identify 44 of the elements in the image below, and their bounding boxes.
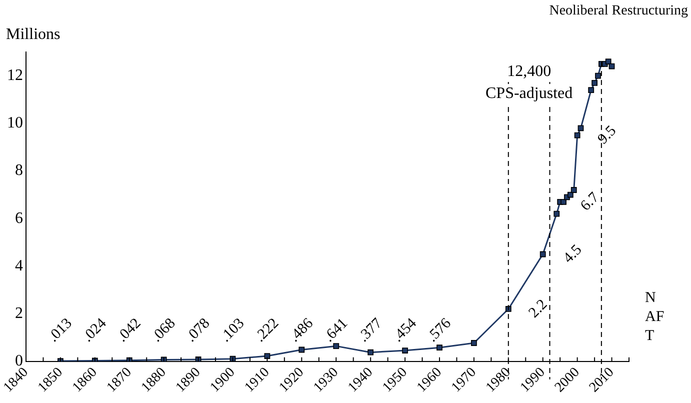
point [560, 198, 566, 205]
data-label: .013 [45, 315, 76, 346]
y-tick-label: 12 [7, 66, 23, 84]
point [264, 353, 270, 359]
point [298, 346, 305, 353]
annotation: 12,400 CPS-adjusted [486, 63, 573, 102]
data-label: .486 [286, 315, 317, 346]
y-tick-label: 2 [15, 304, 23, 322]
y-tick-label: 4 [15, 257, 23, 274]
point [578, 125, 584, 132]
data-label: 2.2 [526, 296, 551, 322]
y-tick-label: 6 [15, 210, 23, 227]
point [540, 251, 546, 258]
point [595, 72, 601, 79]
data-label: .377 [356, 315, 386, 346]
data-label: .024 [80, 315, 110, 346]
data-label: .641 [321, 315, 352, 346]
data-label: .042 [114, 315, 144, 346]
data-label: .454 [390, 315, 420, 346]
point [567, 192, 574, 198]
y-tick-label: 8 [15, 162, 23, 180]
point [592, 80, 598, 86]
data-label: .078 [183, 315, 214, 346]
point [554, 210, 560, 217]
point [436, 344, 442, 351]
point [588, 87, 594, 94]
point [574, 132, 580, 138]
y-tick-label: 10 [7, 114, 23, 132]
point [605, 58, 612, 64]
data-label: .222 [252, 315, 282, 346]
point [570, 187, 577, 193]
data-label: 6.7 [578, 189, 603, 214]
data-label: .576 [424, 315, 455, 346]
data-label: .103 [218, 315, 248, 346]
y-axis-title: Millions [6, 26, 60, 44]
text: Neoliberal Restructuring [549, 4, 688, 19]
data-label: .068 [148, 315, 179, 346]
point [471, 340, 477, 346]
point [402, 348, 408, 354]
text: N AF T [645, 290, 664, 344]
point [333, 343, 340, 350]
point [368, 349, 374, 356]
data-label: 4.5 [560, 242, 586, 266]
data-label: 9.5 [594, 122, 620, 148]
